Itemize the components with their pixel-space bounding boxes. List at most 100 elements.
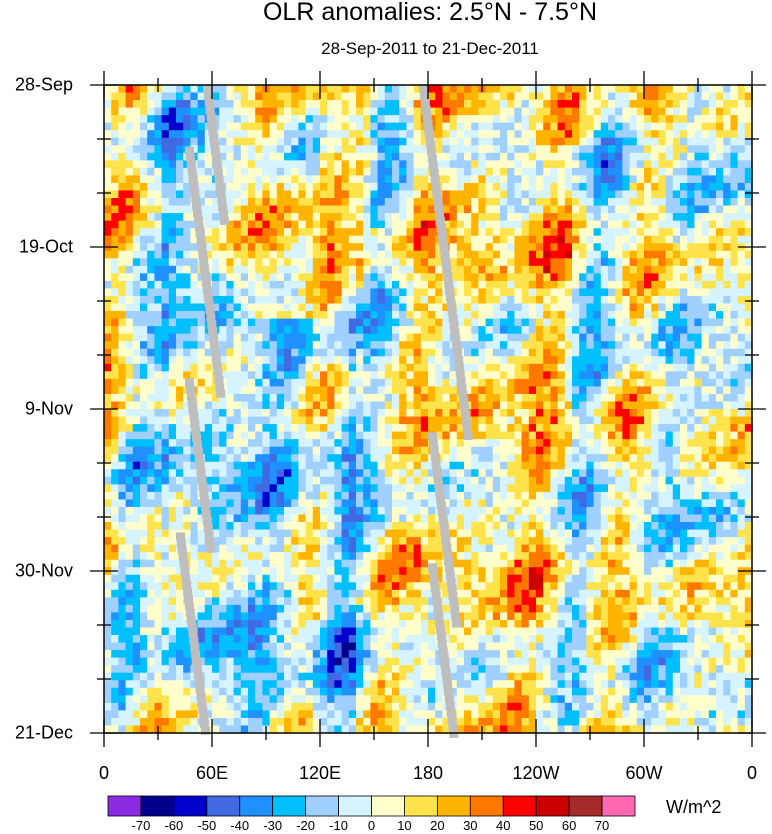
heat-cell xyxy=(572,122,580,131)
heat-cell xyxy=(723,198,731,207)
heat-cell xyxy=(701,265,710,274)
heat-cell xyxy=(413,393,422,403)
heat-cell xyxy=(413,476,422,485)
heat-cell xyxy=(456,265,465,274)
heat-cell xyxy=(536,341,544,350)
heat-cell xyxy=(629,386,638,395)
heat-cell xyxy=(255,250,263,259)
heat-cell xyxy=(399,386,407,395)
heat-cell xyxy=(154,213,163,222)
heat-cell xyxy=(716,371,724,380)
heat-cell xyxy=(622,145,631,154)
heat-cell xyxy=(147,198,155,207)
heat-cell xyxy=(694,469,703,478)
heat-cell xyxy=(420,446,429,455)
heat-cell xyxy=(161,469,170,478)
heat-cell xyxy=(248,416,256,425)
heat-cell xyxy=(615,175,623,184)
heat-cell xyxy=(687,160,695,169)
heat-cell xyxy=(183,273,191,282)
heat-cell xyxy=(730,115,739,124)
heat-cell xyxy=(593,431,602,440)
heat-cell xyxy=(334,356,343,365)
heat-cell xyxy=(334,145,343,154)
heat-cell xyxy=(521,348,530,357)
heat-cell xyxy=(428,280,436,290)
heat-cell xyxy=(147,205,155,214)
heat-cell xyxy=(154,130,163,139)
heat-cell xyxy=(363,175,371,184)
heat-cell xyxy=(723,160,731,169)
heat-cell xyxy=(536,318,544,327)
heat-cell xyxy=(370,100,379,109)
heat-cell xyxy=(341,491,350,501)
heat-cell xyxy=(708,454,717,463)
heat-cell xyxy=(680,273,688,282)
heat-cell xyxy=(262,439,271,448)
heat-cell xyxy=(536,250,544,259)
heat-cell xyxy=(269,228,278,237)
heat-cell xyxy=(269,484,278,493)
heat-cell xyxy=(219,243,227,252)
heat-cell xyxy=(557,167,566,177)
heat-cell xyxy=(737,424,746,433)
heat-cell xyxy=(327,228,335,237)
heat-cell xyxy=(312,137,321,146)
heat-cell xyxy=(370,175,379,184)
heat-cell xyxy=(320,265,328,274)
heat-cell xyxy=(399,311,407,320)
heat-cell xyxy=(464,318,472,327)
heat-cell xyxy=(680,265,688,274)
heat-cell xyxy=(687,273,695,282)
heat-cell xyxy=(320,401,328,410)
heat-cell xyxy=(327,213,335,222)
heat-cell xyxy=(384,288,393,297)
heat-cell xyxy=(500,491,508,501)
heat-cell xyxy=(204,401,213,410)
heat-cell xyxy=(255,265,263,274)
heat-cell xyxy=(377,198,386,207)
heat-cell xyxy=(456,220,465,229)
heat-cell xyxy=(320,499,328,508)
heat-cell xyxy=(291,348,299,357)
heat-cell xyxy=(269,182,278,192)
heat-cell xyxy=(478,461,487,470)
heat-cell xyxy=(579,386,587,395)
heat-cell xyxy=(406,469,415,478)
heat-cell xyxy=(536,182,544,192)
heat-cell xyxy=(327,137,335,146)
heat-cell xyxy=(464,100,472,109)
heat-cell xyxy=(449,92,458,101)
heat-cell xyxy=(456,115,465,124)
heat-cell xyxy=(284,371,292,380)
heat-cell xyxy=(248,446,256,455)
heat-cell xyxy=(521,85,530,94)
heat-cell xyxy=(392,228,400,237)
heat-cell xyxy=(492,326,501,335)
heat-cell xyxy=(564,303,573,312)
heat-cell xyxy=(212,250,220,259)
heat-cell xyxy=(651,409,659,418)
heat-cell xyxy=(111,409,119,418)
heat-cell xyxy=(348,356,357,365)
heat-cell xyxy=(528,446,537,455)
heat-cell xyxy=(644,243,652,252)
heat-cell xyxy=(550,213,559,222)
heat-cell xyxy=(276,145,285,154)
heat-cell xyxy=(593,182,602,192)
heat-cell xyxy=(672,454,681,463)
heat-cell xyxy=(536,175,544,184)
heat-cell xyxy=(528,461,537,470)
heat-cell xyxy=(269,363,278,372)
heat-cell xyxy=(327,424,335,433)
heat-cell xyxy=(305,386,314,395)
heat-cell xyxy=(341,85,350,94)
heat-cell xyxy=(543,235,551,244)
heat-cell xyxy=(320,356,328,365)
heat-cell xyxy=(118,100,127,109)
heat-cell xyxy=(399,401,407,410)
heat-cell xyxy=(363,92,371,101)
heat-cell xyxy=(471,107,479,116)
heat-cell xyxy=(233,409,242,418)
heat-cell xyxy=(579,409,587,418)
